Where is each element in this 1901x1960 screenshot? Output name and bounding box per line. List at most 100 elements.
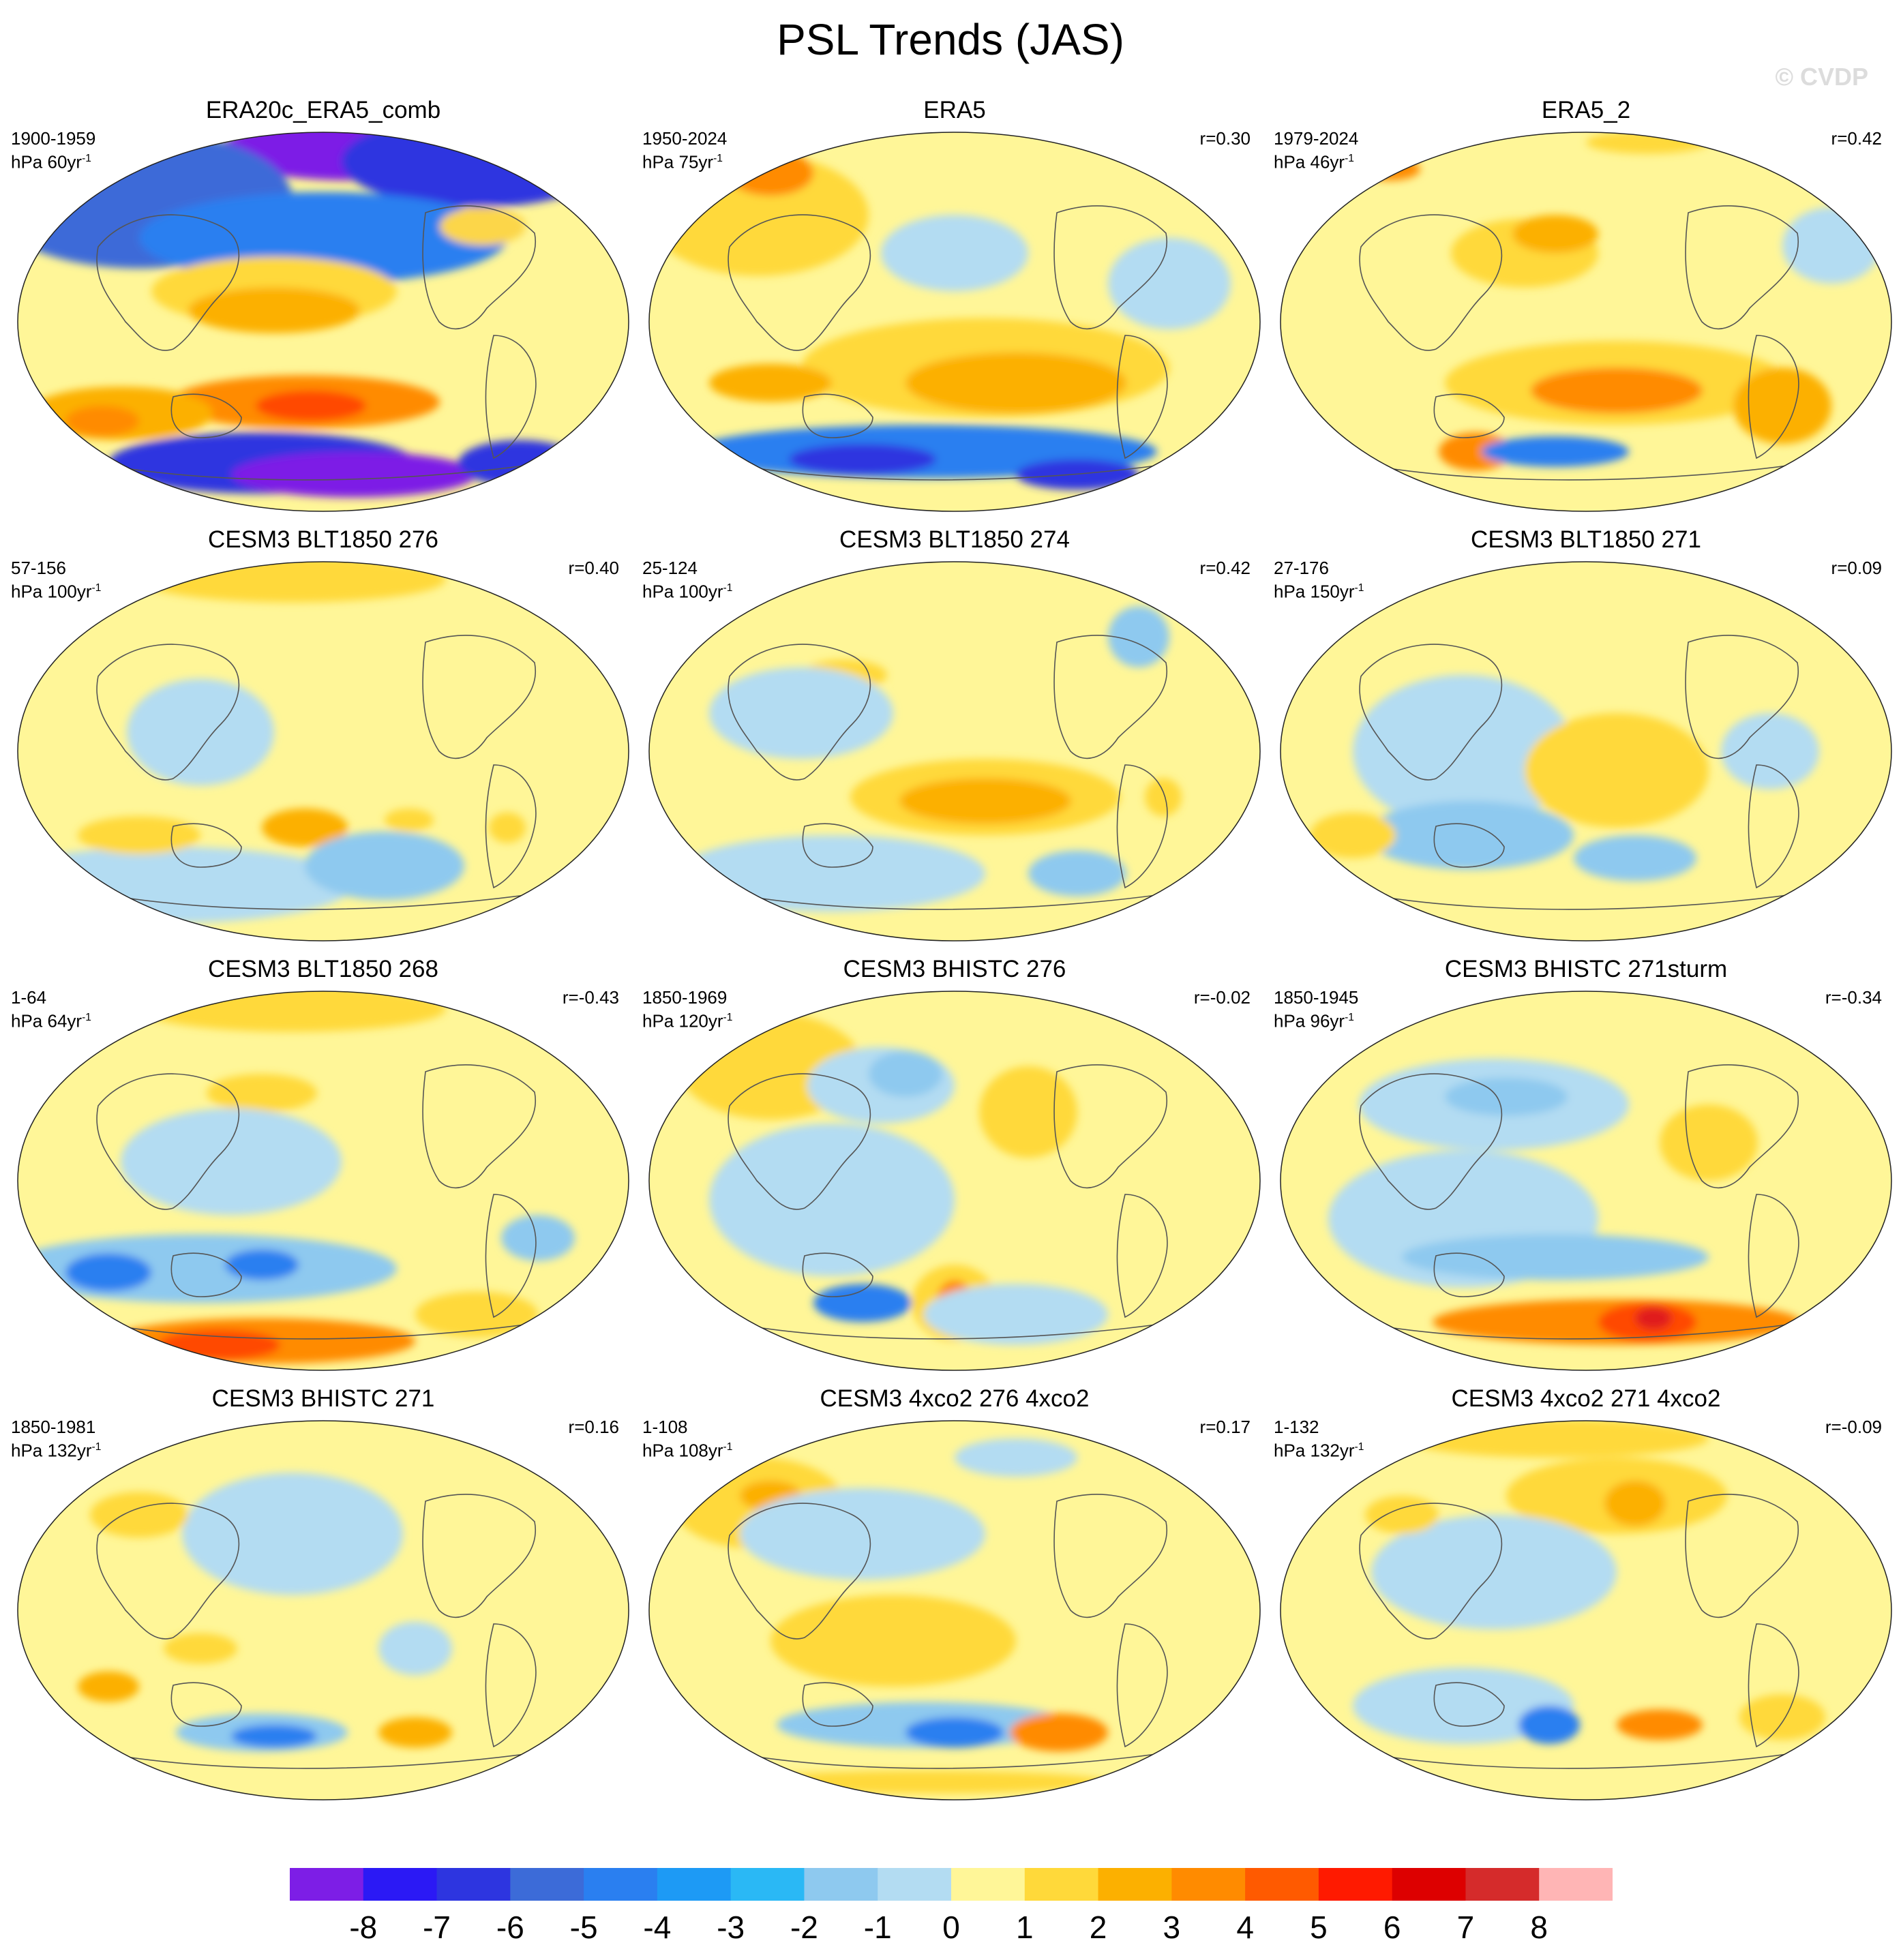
trend-region — [813, 1284, 912, 1323]
coastline — [1116, 1623, 1168, 1748]
coastline — [422, 205, 537, 330]
trend-region — [501, 1215, 575, 1261]
trend-region — [1445, 1077, 1568, 1116]
coastline — [422, 1064, 537, 1189]
correlation-label: r=-0.34 — [1825, 987, 1882, 1008]
colorbar — [290, 1868, 1613, 1901]
trend-region — [65, 1253, 151, 1292]
coastline — [170, 1682, 242, 1727]
panel-title: CESM3 BHISTC 271sturm — [1444, 956, 1728, 982]
colorbar-swatch — [1098, 1868, 1172, 1901]
trend-map — [648, 561, 1261, 941]
trend-map — [17, 991, 629, 1371]
map-panel: CESM3 BLT1850 274 25-124 hPa 100yr-1 r=0.42 — [641, 525, 1268, 948]
map-panel: ERA5_2 1979-2024 hPa 46yr-1 r=0.42 — [1272, 95, 1900, 518]
coastline — [1433, 393, 1505, 438]
trend-region — [924, 1284, 1108, 1345]
colorbar-swatch — [1465, 1868, 1540, 1901]
trend-region — [1353, 675, 1574, 828]
trend-region — [709, 1124, 955, 1276]
panel-title: ERA5_2 — [1541, 97, 1631, 123]
units-text: hPa 108yr — [642, 1440, 723, 1461]
coastline — [1053, 1064, 1168, 1189]
colorbar-swatch — [1024, 1868, 1099, 1901]
colorbar-swatch — [1392, 1868, 1466, 1901]
trend-region — [1635, 1306, 1672, 1330]
coastline — [422, 1494, 537, 1618]
coastline — [802, 1252, 873, 1297]
units-text: hPa 100yr — [11, 581, 92, 602]
colorbar-tick-label: 1 — [1015, 1910, 1034, 1945]
correlation-label: r=-0.43 — [562, 987, 619, 1008]
map-panel: CESM3 BHISTC 271 1850-1981 hPa 132yr-1 r=0.… — [10, 1384, 637, 1807]
trend-region — [678, 835, 985, 912]
trend-region — [378, 1621, 452, 1676]
colorbar-swatch — [510, 1868, 584, 1901]
trend-region — [305, 831, 464, 901]
colorbar-tick-label: -8 — [349, 1910, 378, 1945]
units-text: hPa 46yr — [1274, 151, 1345, 172]
colorbar-tick-label: -4 — [643, 1910, 672, 1945]
trend-region — [1108, 237, 1231, 330]
coastline — [485, 335, 537, 459]
colorbar-swatch — [1171, 1868, 1246, 1901]
period-years: 1850-1969 — [642, 987, 728, 1008]
trend-map — [1280, 991, 1892, 1371]
coastline — [1359, 1073, 1503, 1210]
period-label: 1-108 hPa 108yr-1 — [642, 1417, 732, 1461]
panel-title: CESM3 BHISTC 271 — [211, 1385, 435, 1412]
coastline — [96, 214, 240, 351]
period-label: 1-64 hPa 64yr-1 — [11, 987, 91, 1031]
period-years: 1850-1945 — [1274, 987, 1359, 1008]
period-years: 57-156 — [11, 558, 66, 578]
colorbar-tick-label: 4 — [1236, 1910, 1254, 1945]
trend-region — [1482, 436, 1629, 467]
coastline — [1433, 1682, 1505, 1727]
map-panel: CESM3 BLT1850 276 57-156 hPa 100yr-1 r=0.40 — [10, 525, 637, 948]
map-boundary — [648, 1420, 1261, 1800]
coastline — [1359, 214, 1503, 351]
coastline — [170, 393, 242, 438]
units-text: hPa 60yr — [11, 151, 83, 172]
colorbar-tick-label: -6 — [496, 1910, 524, 1945]
correlation-label: r=0.40 — [568, 558, 619, 578]
units-text: hPa 150yr — [1274, 581, 1355, 602]
trend-units: hPa 150yr-1 — [1274, 581, 1364, 602]
trend-map — [648, 991, 1261, 1371]
panel-title: CESM3 BLT1850 274 — [839, 526, 1070, 553]
figure-title: PSL Trends (JAS) — [777, 15, 1124, 64]
period-years: 1-132 — [1274, 1417, 1319, 1437]
coastline — [1359, 1503, 1503, 1640]
trend-map — [1280, 132, 1892, 512]
trend-region — [1617, 1709, 1703, 1740]
trend-region — [709, 363, 832, 402]
coastline — [802, 1682, 873, 1727]
coastline — [1685, 1064, 1799, 1189]
correlation-label: r=0.09 — [1831, 558, 1882, 578]
trend-map — [17, 1420, 629, 1800]
colorbar-tick-label: 3 — [1163, 1910, 1181, 1945]
units-text: hPa 100yr — [642, 581, 723, 602]
map-boundary — [17, 1420, 629, 1800]
period-label: 25-124 hPa 100yr-1 — [642, 558, 732, 602]
trend-region — [78, 1671, 139, 1702]
trend-region — [121, 1108, 342, 1216]
colorbar-tick-label: 0 — [942, 1910, 960, 1945]
trend-units: hPa 120yr-1 — [642, 1010, 733, 1031]
trend-region — [955, 1438, 1077, 1477]
map-panel: CESM3 4xco2 271 4xco2 1-132 hPa 132yr-1 r=-… — [1272, 1384, 1900, 1807]
trend-region — [164, 1633, 237, 1664]
map-boundary — [1280, 1420, 1892, 1800]
trend-region — [65, 406, 139, 436]
units-text: hPa 75yr — [642, 151, 714, 172]
colorbar-swatch — [363, 1868, 438, 1901]
units-text: hPa 64yr — [11, 1010, 83, 1031]
panel-title: CESM3 BHISTC 276 — [843, 956, 1066, 982]
period-label: 57-156 hPa 100yr-1 — [11, 558, 101, 602]
coastline — [485, 764, 537, 889]
trend-units: hPa 132yr-1 — [1274, 1440, 1364, 1461]
map-boundary — [1280, 132, 1892, 512]
coastline — [1053, 1494, 1168, 1618]
map-boundary — [648, 132, 1261, 512]
coastline — [802, 823, 873, 868]
